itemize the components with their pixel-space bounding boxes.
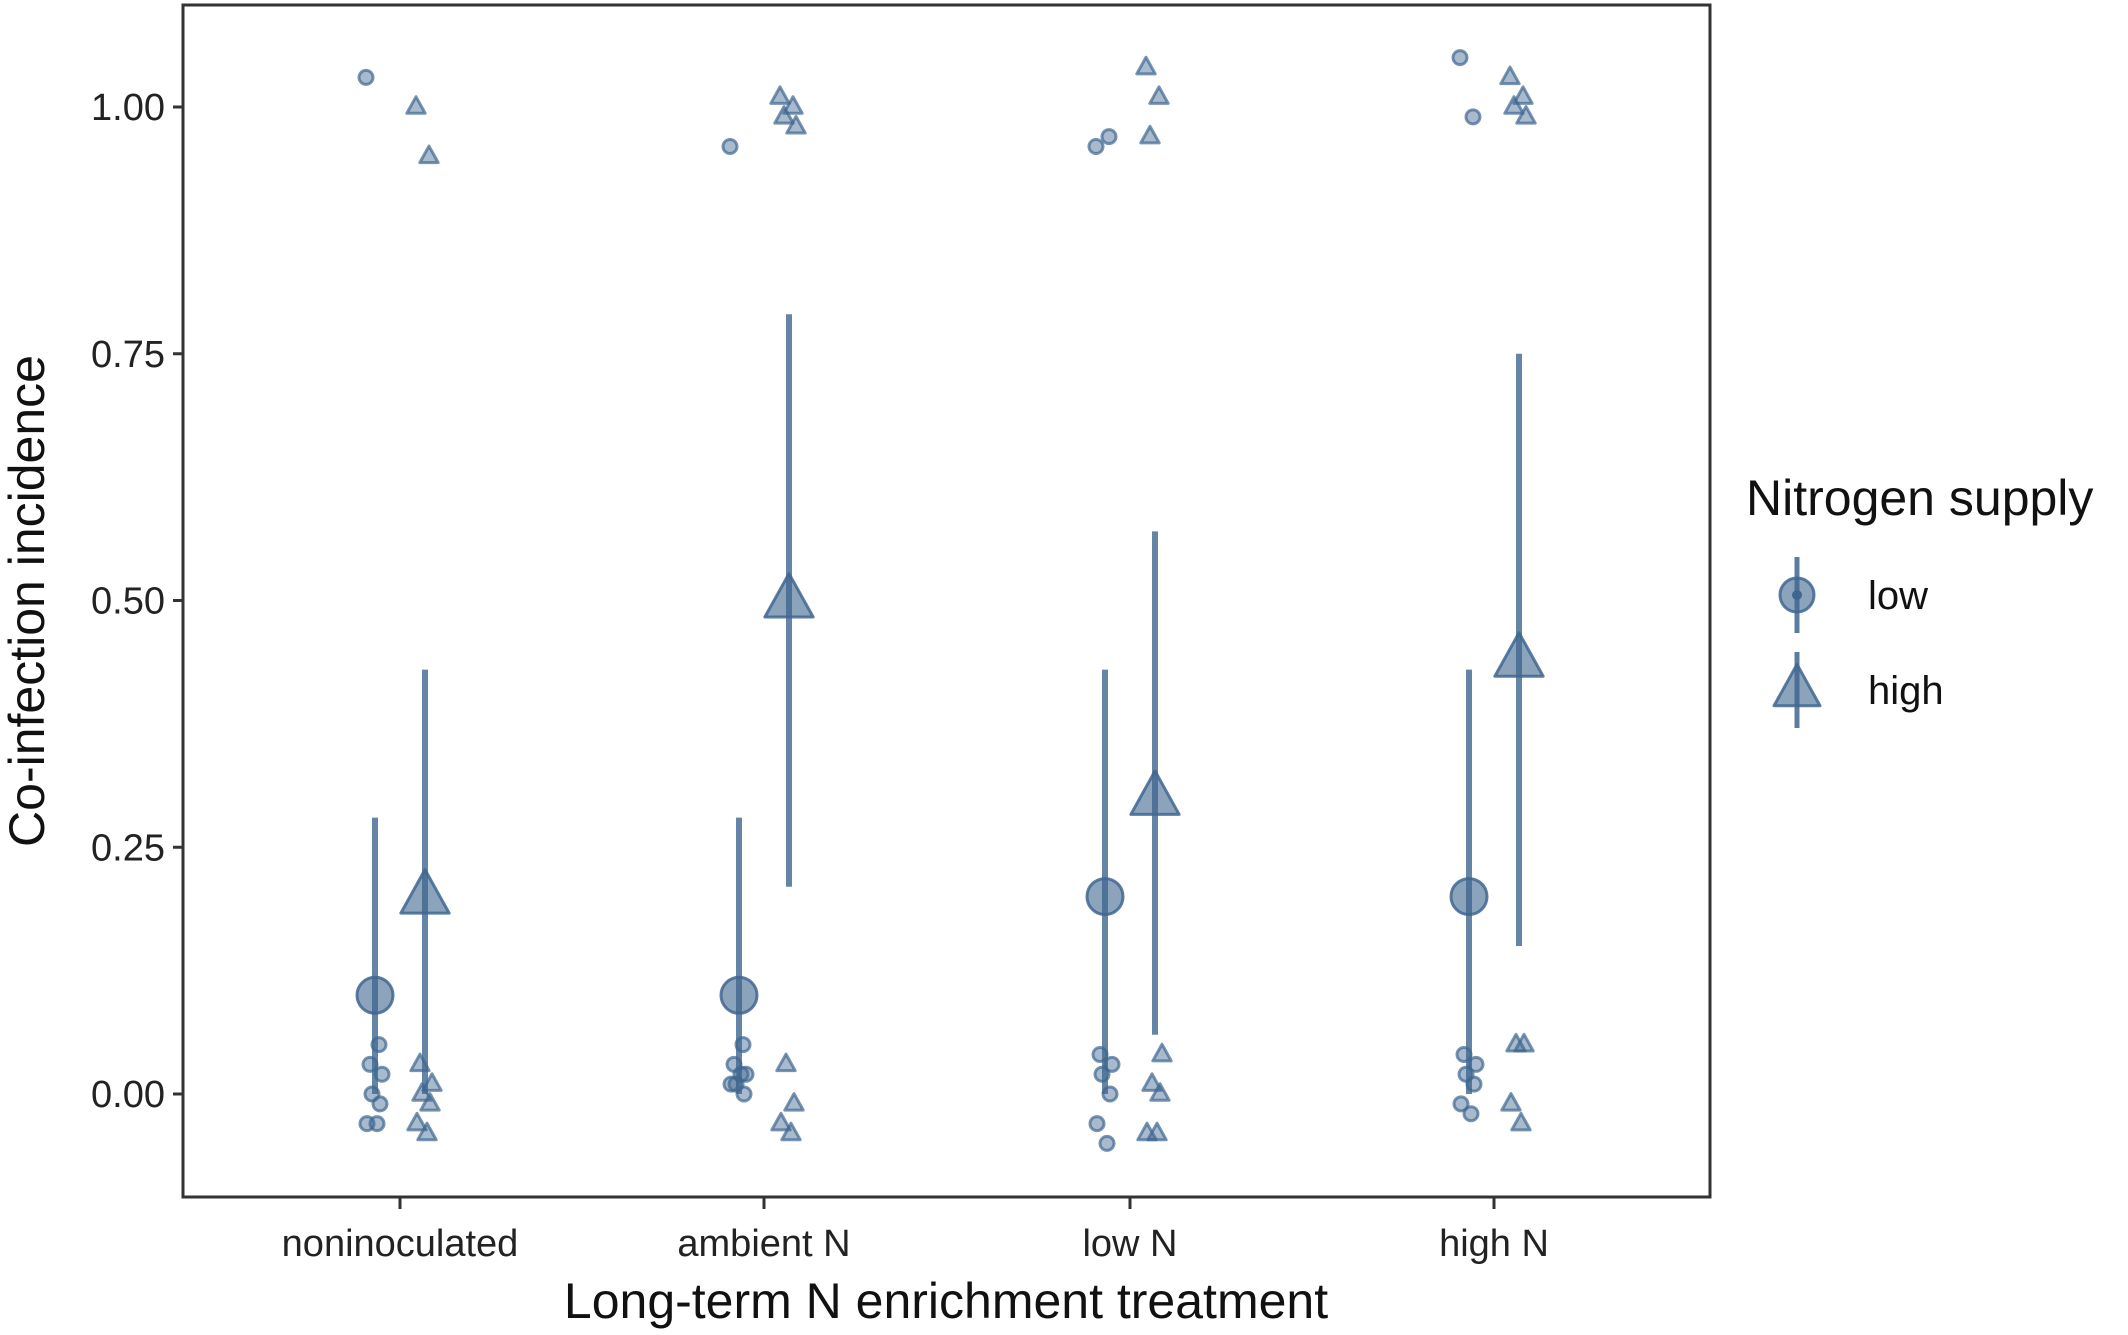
mean-point bbox=[763, 572, 815, 619]
mean-point bbox=[355, 975, 395, 1015]
x-tick-label: ambient N bbox=[677, 1223, 850, 1265]
y-tick-label: 1.00 bbox=[91, 87, 165, 129]
y-axis-title: Co-infection incidence bbox=[0, 355, 55, 847]
raw-point bbox=[1098, 1134, 1116, 1152]
raw-point bbox=[782, 95, 804, 115]
raw-point bbox=[780, 1121, 802, 1142]
raw-point bbox=[1513, 1032, 1535, 1053]
series-low bbox=[355, 49, 1489, 1152]
raw-point bbox=[418, 144, 440, 165]
series-high bbox=[399, 55, 1545, 1142]
y-tick-label: 0.50 bbox=[91, 581, 165, 623]
legend-entries: low high bbox=[1772, 557, 1944, 728]
x-tick-label: high N bbox=[1439, 1223, 1549, 1265]
x-tick-label: noninoculated bbox=[282, 1223, 519, 1265]
raw-point bbox=[1500, 1092, 1522, 1112]
raw-point bbox=[1141, 1072, 1163, 1092]
x-axis: noninoculated ambient N low N high N bbox=[282, 1197, 1549, 1265]
x-axis-title: Long-term N enrichment treatment bbox=[564, 1273, 1328, 1329]
legend-key-marker bbox=[1772, 662, 1822, 708]
legend-label: low bbox=[1868, 574, 1928, 618]
y-tick-label: 0.25 bbox=[91, 827, 165, 869]
legend-item-high: high bbox=[1772, 652, 1944, 728]
raw-point bbox=[1499, 65, 1521, 86]
raw-point bbox=[1148, 85, 1170, 105]
mean-point bbox=[1085, 877, 1125, 917]
raw-point bbox=[1146, 1121, 1168, 1142]
raw-point bbox=[1510, 1111, 1532, 1132]
raw-point bbox=[770, 1111, 792, 1132]
raw-point bbox=[1512, 85, 1534, 105]
raw-point bbox=[721, 137, 739, 155]
raw-point bbox=[1464, 108, 1482, 126]
legend-title: Nitrogen supply bbox=[1746, 470, 2093, 526]
raw-point bbox=[785, 114, 807, 135]
raw-point bbox=[1451, 49, 1469, 67]
raw-point bbox=[406, 1111, 428, 1132]
raw-point bbox=[773, 105, 795, 125]
raw-point bbox=[1151, 1042, 1173, 1063]
raw-point bbox=[1139, 124, 1161, 145]
raw-point bbox=[419, 1092, 441, 1112]
raw-point bbox=[1515, 105, 1537, 125]
raw-point bbox=[1087, 137, 1105, 155]
plot-area bbox=[355, 49, 1545, 1152]
mean-point bbox=[719, 975, 759, 1015]
raw-point bbox=[775, 1052, 797, 1073]
raw-point bbox=[371, 1095, 389, 1113]
raw-point bbox=[1100, 128, 1118, 146]
raw-point bbox=[405, 95, 427, 115]
raw-point bbox=[1149, 1082, 1171, 1102]
raw-point bbox=[416, 1121, 438, 1142]
raw-point bbox=[1135, 55, 1157, 76]
x-tick-label: low N bbox=[1082, 1223, 1177, 1265]
y-tick-label: 0.75 bbox=[91, 334, 165, 376]
legend-item-low: low bbox=[1778, 557, 1928, 633]
raw-point bbox=[1503, 95, 1525, 115]
mean-point bbox=[1449, 877, 1489, 917]
raw-point bbox=[1088, 1115, 1106, 1133]
legend-key-dot bbox=[1792, 590, 1802, 600]
y-axis: 0.00 0.25 0.50 0.75 1.00 bbox=[91, 87, 183, 1116]
mean-point bbox=[1129, 769, 1181, 816]
y-tick-label: 0.00 bbox=[91, 1074, 165, 1116]
legend-label: high bbox=[1868, 669, 1944, 713]
mean-point bbox=[399, 868, 451, 915]
raw-point bbox=[368, 1115, 386, 1133]
raw-point bbox=[783, 1092, 805, 1112]
legend: Nitrogen supply low high bbox=[1746, 470, 2093, 728]
raw-point bbox=[1452, 1095, 1470, 1113]
raw-point bbox=[769, 85, 791, 105]
mean-point bbox=[1493, 631, 1545, 678]
raw-point bbox=[1462, 1105, 1480, 1123]
raw-point bbox=[357, 68, 375, 86]
